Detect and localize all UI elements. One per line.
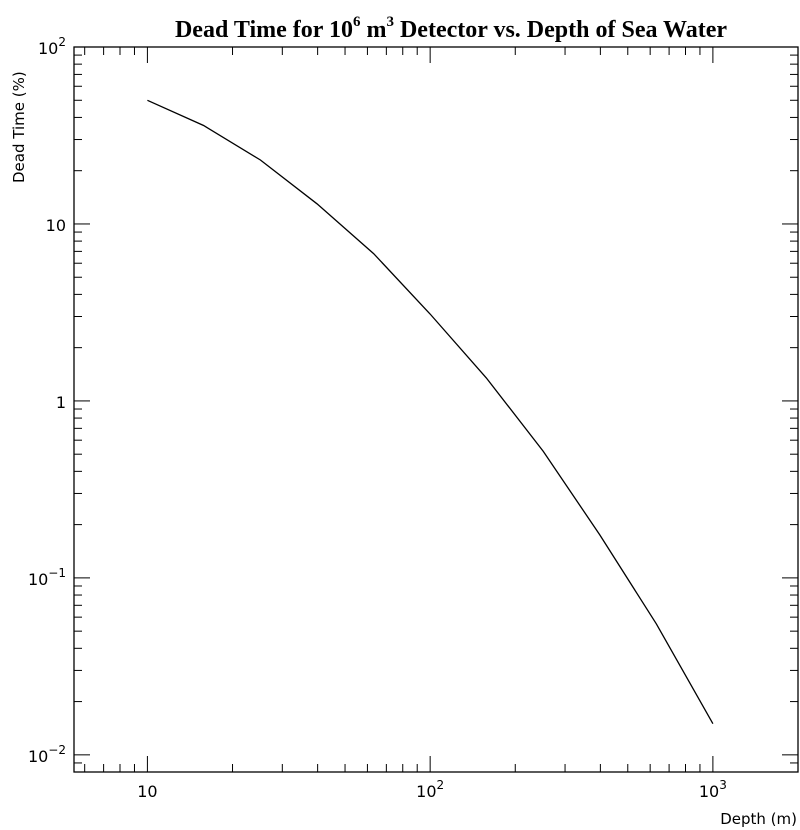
x-tick-label: 10 [137, 782, 157, 801]
y-tick-label: 10 [46, 216, 66, 235]
title-sup-3: 3 [386, 14, 394, 30]
title-prefix: Dead Time for 10 [175, 17, 353, 43]
title-sup-6: 6 [353, 14, 361, 30]
x-tick-label: 102 [416, 778, 444, 801]
y-axis-label: Dead Time (%) [10, 71, 28, 183]
chart-title: Dead Time for 106 m3 Detector vs. Depth … [175, 14, 727, 43]
y-tick-label: 102 [38, 35, 66, 58]
tick-labels: 10 102 103 10−2 10−1 1 10 102 [28, 35, 727, 801]
tick-marks [74, 46, 799, 773]
series-line [147, 99, 714, 725]
y-tick-label: 10−2 [28, 743, 66, 766]
x-tick-label: 103 [699, 778, 727, 801]
y-tick-label: 10−1 [28, 566, 66, 589]
x-axis-label: Depth (m) [720, 810, 797, 828]
plot-frame [73, 46, 799, 773]
title-unit: m [360, 17, 386, 43]
y-tick-label: 1 [56, 393, 66, 412]
title-suffix: Detector vs. Depth of Sea Water [394, 17, 727, 43]
